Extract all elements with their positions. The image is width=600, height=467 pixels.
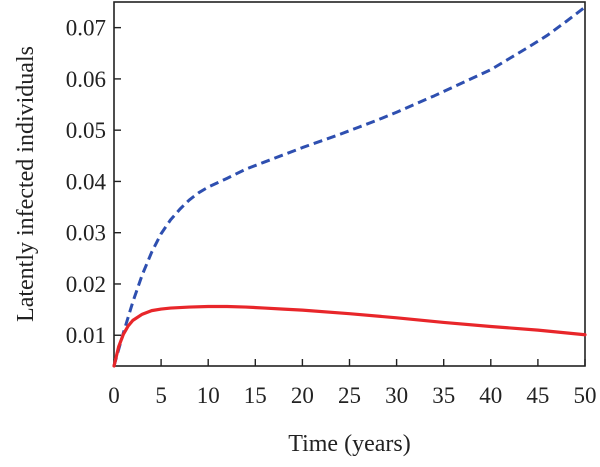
y-tick-label: 0.07: [66, 16, 106, 41]
x-tick-label: 25: [338, 383, 361, 408]
y-axis-title: Latently infected individuals: [13, 46, 39, 322]
x-tick-label: 50: [574, 383, 597, 408]
x-tick-label: 40: [479, 383, 502, 408]
x-tick-label: 10: [197, 383, 220, 408]
x-tick-label: 35: [432, 383, 455, 408]
y-tick-label: 0.01: [66, 323, 106, 348]
x-axis-title: Time (years): [288, 431, 410, 457]
x-tick-label: 15: [244, 383, 267, 408]
y-tick-label: 0.04: [66, 169, 107, 194]
dashed-series-line: [112, 5, 586, 367]
x-tick-label: 20: [291, 383, 314, 408]
x-tick-label: 0: [108, 383, 120, 408]
y-tick-label: 0.02: [66, 272, 106, 297]
y-axis: 0.01 0.02 0.03 0.04 0.05 0.06 0.07: [66, 16, 121, 348]
x-axis: 0 5 10 15 20 25 30 35 40 45 50: [108, 359, 597, 408]
x-tick-label: 45: [526, 383, 549, 408]
y-tick-label: 0.05: [66, 118, 106, 143]
x-tick-label: 5: [155, 383, 167, 408]
y-tick-label: 0.06: [66, 67, 106, 92]
series-layer: [112, 5, 587, 368]
x-tick-label: 30: [385, 383, 408, 408]
solid-series-line: [112, 304, 587, 368]
y-tick-label: 0.03: [66, 221, 106, 246]
